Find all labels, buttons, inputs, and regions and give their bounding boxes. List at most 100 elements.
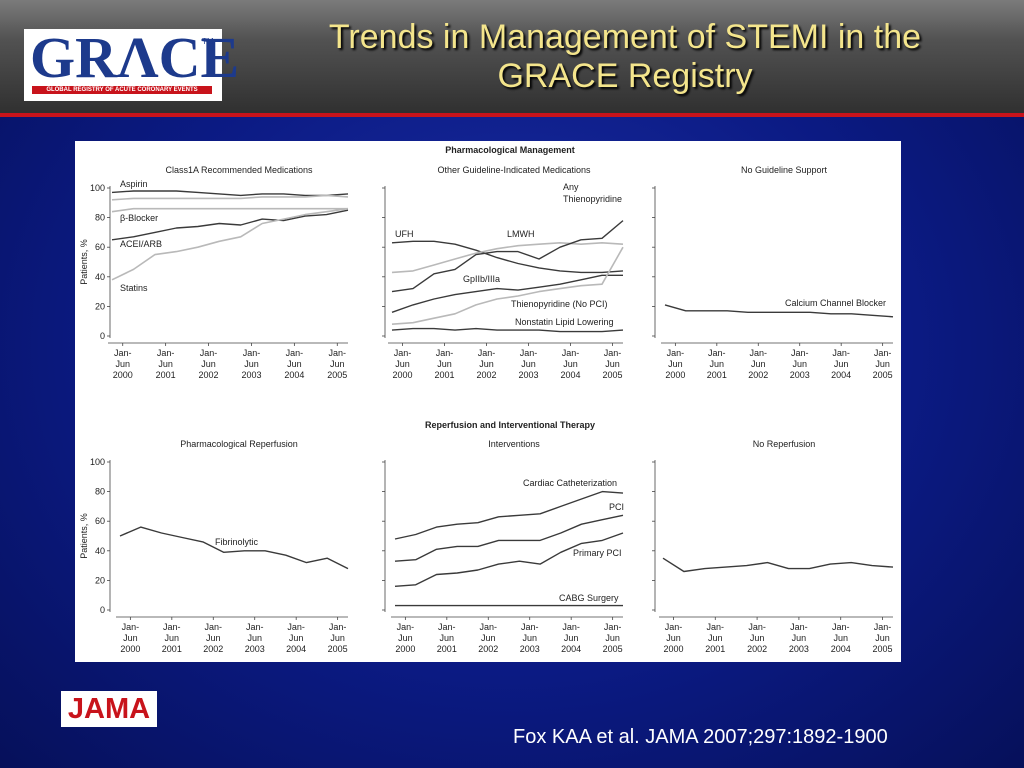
x-tick-label: Jun (666, 633, 681, 643)
x-tick-label: Jun (247, 633, 262, 643)
series-line (391, 242, 624, 274)
series-label: GpIIb/IIIa (463, 274, 500, 284)
x-tick-label: Jun (833, 633, 848, 643)
x-tick-label: 2000 (395, 644, 415, 654)
series-label: Aspirin (120, 179, 148, 189)
grace-logo-tagline: GLOBAL REGISTRY OF ACUTE CORONARY EVENTS (32, 86, 212, 94)
x-tick-label: Jan- (478, 348, 496, 358)
series-line (394, 532, 624, 587)
x-tick-label: Jun (834, 359, 849, 369)
x-tick-label: Jan- (122, 622, 140, 632)
x-tick-label: Jan- (874, 348, 892, 358)
x-tick-label: Jun (398, 633, 413, 643)
x-tick-label: Jun (792, 359, 807, 369)
x-tick-label: Jun (437, 359, 452, 369)
series-label: β-Blocker (120, 213, 158, 223)
y-tick-label: 20 (95, 301, 105, 311)
x-tick-label: 2004 (286, 644, 306, 654)
x-tick-label: Jan- (521, 622, 539, 632)
y-tick-label: 20 (95, 575, 105, 585)
x-tick-label: Jan- (520, 348, 538, 358)
series-label: Any (563, 182, 579, 192)
x-tick-label: Jun (206, 633, 221, 643)
x-tick-label: 2001 (434, 370, 454, 380)
x-tick-label: 2000 (665, 370, 685, 380)
trends-chart-svg: Pharmacological Management Reperfusion an… (75, 141, 894, 654)
grace-logo-wordmark: GRΛCE (30, 25, 240, 90)
x-tick-label: Jun (668, 359, 683, 369)
x-tick-label: 2001 (162, 644, 182, 654)
x-tick-label: Jan- (246, 622, 264, 632)
y-tick-label: 40 (95, 546, 105, 556)
x-tick-label: 2003 (790, 370, 810, 380)
x-tick-label: Jan- (832, 348, 850, 358)
series-label: Thienopyridine (No PCI) (511, 299, 608, 309)
series-line (391, 327, 624, 333)
x-tick-label: 2000 (663, 644, 683, 654)
x-tick-label: 2002 (748, 370, 768, 380)
x-tick-label: Jan- (438, 622, 456, 632)
x-tick-label: Jun (440, 633, 455, 643)
row-title-reperfusion: Reperfusion and Interventional Therapy (425, 420, 595, 430)
panel-6: No ReperfusionJan-Jun2000Jan-Jun2001Jan-… (652, 439, 894, 654)
x-tick-label: 2003 (245, 644, 265, 654)
x-tick-label: 2004 (831, 370, 851, 380)
panel-title: Other Guideline-Indicated Medications (437, 165, 591, 175)
x-tick-label: Jun (564, 633, 579, 643)
x-tick-label: 2002 (747, 644, 767, 654)
x-tick-label: Jan- (791, 348, 809, 358)
series-line (391, 240, 624, 274)
x-tick-label: 2000 (392, 370, 412, 380)
x-tick-label: 2002 (478, 644, 498, 654)
x-tick-label: Jun (330, 359, 345, 369)
series-line (111, 209, 349, 241)
series-label: Calcium Channel Blocker (785, 298, 886, 308)
x-tick-label: Jun (750, 633, 765, 643)
x-tick-label: 2005 (873, 370, 893, 380)
x-tick-label: 2002 (199, 370, 219, 380)
panel-title: No Reperfusion (753, 439, 816, 449)
x-tick-label: 2005 (327, 370, 347, 380)
x-tick-label: Jun (289, 633, 304, 643)
x-tick-label: Jan- (790, 622, 808, 632)
x-tick-label: 2004 (831, 644, 851, 654)
x-tick-label: Jun (481, 633, 496, 643)
series-line (391, 274, 623, 313)
x-tick-label: Jun (115, 359, 130, 369)
panel-title: Pharmacological Reperfusion (180, 439, 298, 449)
series-label: PCI (609, 502, 624, 512)
x-tick-label: 2005 (328, 644, 348, 654)
slide-title: Trends in Management of STEMI in the GRA… (250, 18, 1000, 96)
x-tick-label: Jan- (562, 348, 580, 358)
panel-title: Interventions (488, 439, 540, 449)
x-tick-label: 2003 (241, 370, 261, 380)
x-tick-label: Jan- (708, 348, 726, 358)
series-label: LMWH (507, 229, 535, 239)
series-label: Cardiac Catheterization (523, 478, 617, 488)
series-label: ACEI/ARB (120, 239, 162, 249)
x-tick-label: 2001 (437, 644, 457, 654)
x-tick-label: 2001 (705, 644, 725, 654)
x-tick-label: Jan- (748, 622, 766, 632)
x-tick-label: 2000 (120, 644, 140, 654)
panel-title: No Guideline Support (741, 165, 828, 175)
x-tick-label: Jan- (604, 622, 622, 632)
panel-title: Class1A Recommended Medications (165, 165, 313, 175)
x-tick-label: Jun (479, 359, 494, 369)
series-line (111, 207, 349, 281)
jama-logo-text: JAMA (67, 693, 151, 725)
jama-logo: JAMA (61, 691, 157, 727)
x-tick-label: Jan- (832, 622, 850, 632)
x-tick-label: 2004 (284, 370, 304, 380)
citation: Fox KAA et al. JAMA 2007;297:1892-1900 (513, 726, 888, 748)
x-tick-label: 2002 (476, 370, 496, 380)
series-line (394, 490, 624, 540)
grace-logo-tm: TM (202, 37, 214, 46)
x-tick-label: Jan- (394, 348, 412, 358)
series-line (394, 514, 624, 562)
x-tick-label: Jan- (163, 622, 181, 632)
x-tick-label: 2004 (561, 644, 581, 654)
y-tick-label: 40 (95, 272, 105, 282)
x-tick-label: 2001 (156, 370, 176, 380)
y-tick-label: 0 (100, 605, 105, 615)
